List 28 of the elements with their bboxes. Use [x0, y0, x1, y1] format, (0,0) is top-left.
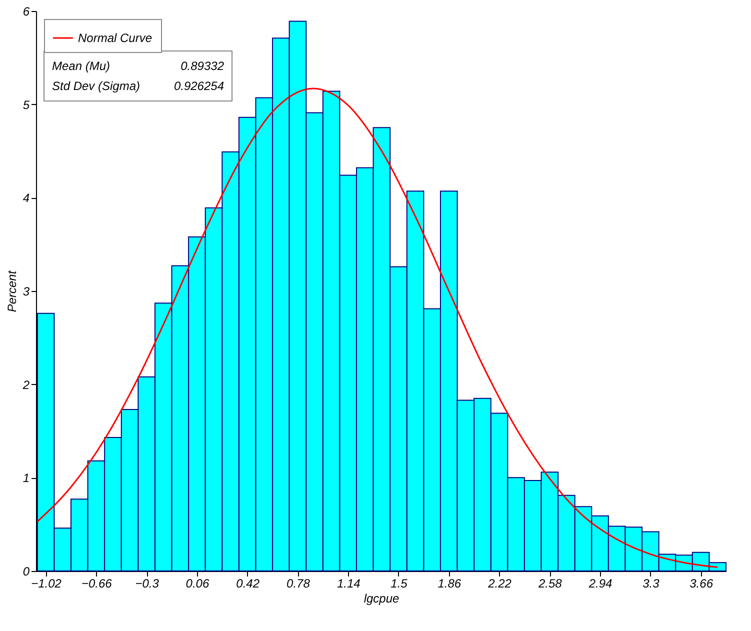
x-tick-label: 2.94 [588, 576, 613, 590]
x-tick-label: 0.42 [236, 576, 260, 590]
x-tick-label: 0.06 [186, 576, 210, 590]
x-tick-label: 3.66 [690, 576, 714, 590]
x-tick-label: −0.66 [81, 576, 112, 590]
x-tick-label: 1.5 [390, 576, 408, 590]
y-axis-title: Percent [4, 270, 19, 312]
x-tick-label: 2.58 [537, 576, 562, 590]
annotation: 0.926254 [174, 79, 224, 93]
x-tick-label: −0.3 [135, 576, 160, 590]
x-tick-label: −1.02 [31, 576, 62, 590]
x-tick-label: 0.78 [286, 576, 310, 590]
x-tick-label: 3.3 [642, 576, 660, 590]
y-tick-label: 4 [22, 191, 30, 206]
y-tick-label: 2 [22, 378, 30, 392]
annotation: 0.89332 [180, 59, 224, 73]
annotation: Mean (Mu) [52, 59, 110, 73]
y-tick-label: 6 [22, 4, 30, 18]
x-tick-label: 2.22 [487, 576, 512, 590]
x-axis-title: lgcpue [364, 592, 400, 606]
y-tick-label: 0 [22, 564, 30, 578]
annotation: Std Dev (Sigma) [52, 79, 140, 93]
legend-label: Normal Curve [78, 31, 152, 45]
y-tick-label: 5 [22, 98, 30, 112]
y-tick-label: 3 [22, 284, 30, 298]
x-tick-label: 1.14 [336, 576, 361, 590]
x-tick-label: 1.86 [438, 576, 462, 590]
y-tick-label: 1 [22, 471, 30, 486]
